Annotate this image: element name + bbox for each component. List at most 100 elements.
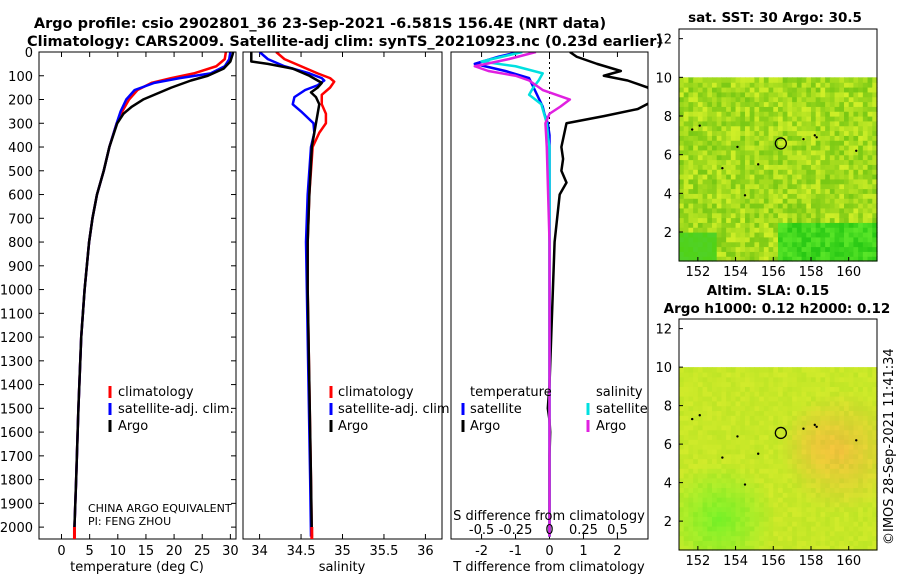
- island-marker: [736, 145, 739, 149]
- map-y-tick-label: 8: [664, 400, 672, 415]
- map-x-tick-label: 156: [761, 265, 786, 280]
- y-tick-label: 800: [8, 236, 33, 251]
- y-tick-label: 1600: [0, 426, 33, 441]
- map-frame: [678, 318, 878, 551]
- x-tick-label: 15: [138, 544, 155, 559]
- map-y-tick-label: 12: [655, 323, 672, 338]
- y-tick-label: 0: [25, 46, 33, 61]
- y-tick-label: 200: [8, 94, 33, 109]
- island-marker: [757, 452, 760, 455]
- argo-float-position-marker: [774, 137, 787, 150]
- x-tick-label: 30: [222, 544, 239, 559]
- map-y-tick-label: 4: [664, 477, 672, 492]
- y-tick-label: 1900: [0, 497, 33, 512]
- x-tick-label: 2: [613, 544, 621, 559]
- legend-label-satellite: satellite-adj. clim.: [118, 402, 234, 417]
- salinity-plot-area: 34 34.5 35 35.5 36: [242, 51, 443, 559]
- sst-map-panel: 152 154 156 158 160 2 4 6 8 10 12: [655, 28, 878, 280]
- x-tick-label: 1: [579, 544, 587, 559]
- map-y-tick-label: 12: [655, 33, 672, 48]
- island-marker: [743, 194, 747, 197]
- island-marker: [698, 414, 701, 417]
- temperature-legend: climatology satellite-adj. clim. Argo: [108, 385, 234, 434]
- difference-legend: temperature satellite Argo salinity sate…: [461, 385, 648, 434]
- series-group: [250, 52, 336, 537]
- series-group: [73, 52, 235, 537]
- island-marker: [855, 149, 858, 152]
- title-line-1: Argo profile: csio 2902801_36 23-Sep-202…: [34, 16, 606, 32]
- difference-profile-panel: -2 -1 0 1 2 -0.5 -0.25 0 0.25 0.5 T difference fr…: [450, 51, 649, 575]
- difference-xlabel: T difference from climatology: [452, 560, 645, 575]
- sla-map-title-2: Argo h1000: 0.12 h2000: 0.12: [664, 301, 891, 317]
- x-tick-label: -2: [475, 544, 488, 559]
- series-group: [473, 52, 648, 537]
- map-x-tick-label: 152: [685, 265, 710, 280]
- y-tick-label: 1300: [0, 355, 33, 370]
- sla-map-panel: 152 154 156 158 160 2 4 6 8 10 12: [655, 318, 878, 569]
- legend-label-satellite: satellite-adj. clim.: [338, 402, 454, 417]
- sla-map-title-1: Altim. SLA: 0.15: [707, 283, 829, 299]
- y-tick-label: 1400: [0, 379, 33, 394]
- legend-label-sal-satellite: satellite: [596, 402, 648, 417]
- y-tick-label: 1500: [0, 402, 33, 417]
- x-tick-label: 25: [194, 544, 211, 559]
- legend-label-sal-argo: Argo: [596, 419, 626, 434]
- x-tick-label: 10: [110, 544, 127, 559]
- s-diff-tick-label: 0.5: [607, 523, 628, 538]
- s-diff-tick-label: -0.25: [499, 523, 533, 538]
- map-x-tick-label: 156: [761, 554, 786, 569]
- panel-note-program: CHINA ARGO EQUIVALENT: [88, 502, 232, 515]
- legend-label-temp-argo: Argo: [470, 419, 500, 434]
- legend-title-temperature: temperature: [470, 385, 552, 400]
- map-y-tick-label: 8: [664, 110, 672, 125]
- s-diff-tick-label: -0.5: [469, 523, 494, 538]
- plot-background: [243, 52, 442, 539]
- y-tick-label: 100: [8, 70, 33, 85]
- map-x-tick-label: 154: [723, 265, 748, 280]
- map-y-tick-label: 10: [655, 361, 672, 376]
- x-tick-label: 34.5: [287, 544, 316, 559]
- temperature-profile-panel: 0 5 10 15 20 25 300100200300400500600700800900…: [0, 46, 239, 575]
- y-tick-label: 400: [8, 141, 33, 156]
- island-marker: [802, 427, 805, 430]
- s-diff-tick-label: 0: [545, 523, 553, 538]
- map-x-tick-label: 158: [799, 265, 824, 280]
- salinity-profile-panel: 34 34.5 35 35.5 36 salinity climatology sate…: [242, 51, 454, 575]
- y-tick-label: 2000: [0, 521, 33, 536]
- map-x-tick-label: 160: [836, 265, 861, 280]
- y-tick-label: 600: [8, 189, 33, 204]
- map-y-tick-label: 6: [664, 149, 672, 164]
- island-marker: [691, 128, 694, 131]
- x-tick-label: 35.5: [369, 544, 398, 559]
- map-y-tick-label: 10: [655, 71, 672, 86]
- x-tick-label: 36: [417, 544, 434, 559]
- temperature-xlabel: temperature (deg C): [70, 560, 204, 575]
- island-marker: [815, 136, 818, 139]
- island-marker: [736, 435, 739, 438]
- x-tick-label: 5: [86, 544, 94, 559]
- plot-frame: [450, 51, 649, 540]
- y-tick-label: 1700: [0, 450, 33, 465]
- legend-title-salinity: salinity: [596, 385, 643, 400]
- series-line-argo: [250, 52, 324, 537]
- island-marker: [743, 483, 747, 486]
- x-tick-label: 0: [545, 544, 553, 559]
- temperature-plot-area: 0 5 10 15 20 25 300100200300400500600700800900…: [0, 46, 239, 559]
- map-x-tick-label: 152: [685, 554, 710, 569]
- map-x-tick-label: 160: [836, 554, 861, 569]
- legend-label-argo: Argo: [118, 419, 148, 434]
- map-x-tick-label: 158: [799, 554, 824, 569]
- island-marker: [721, 167, 724, 170]
- x-tick-label: 0: [57, 544, 65, 559]
- s-diff-tick-label: 0.25: [569, 523, 598, 538]
- y-tick-label: 1800: [0, 474, 33, 489]
- difference-plot-area: -2 -1 0 1 2 -0.5 -0.25 0 0.25 0.5: [450, 51, 649, 559]
- argo-float-position-marker: [774, 426, 787, 440]
- x-tick-label: 20: [166, 544, 183, 559]
- salinity-xlabel: salinity: [319, 560, 366, 575]
- difference-top-label: S difference from climatology: [453, 509, 645, 524]
- x-tick-label: 34: [251, 544, 268, 559]
- island-marker: [802, 138, 805, 141]
- island-marker: [721, 456, 724, 459]
